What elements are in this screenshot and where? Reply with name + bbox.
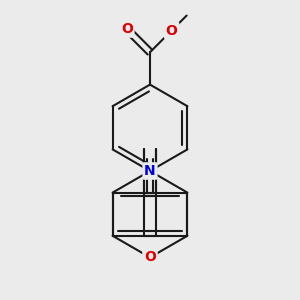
Text: O: O xyxy=(166,23,178,38)
Text: O: O xyxy=(121,22,133,36)
Text: N: N xyxy=(144,164,156,178)
Text: O: O xyxy=(144,250,156,264)
